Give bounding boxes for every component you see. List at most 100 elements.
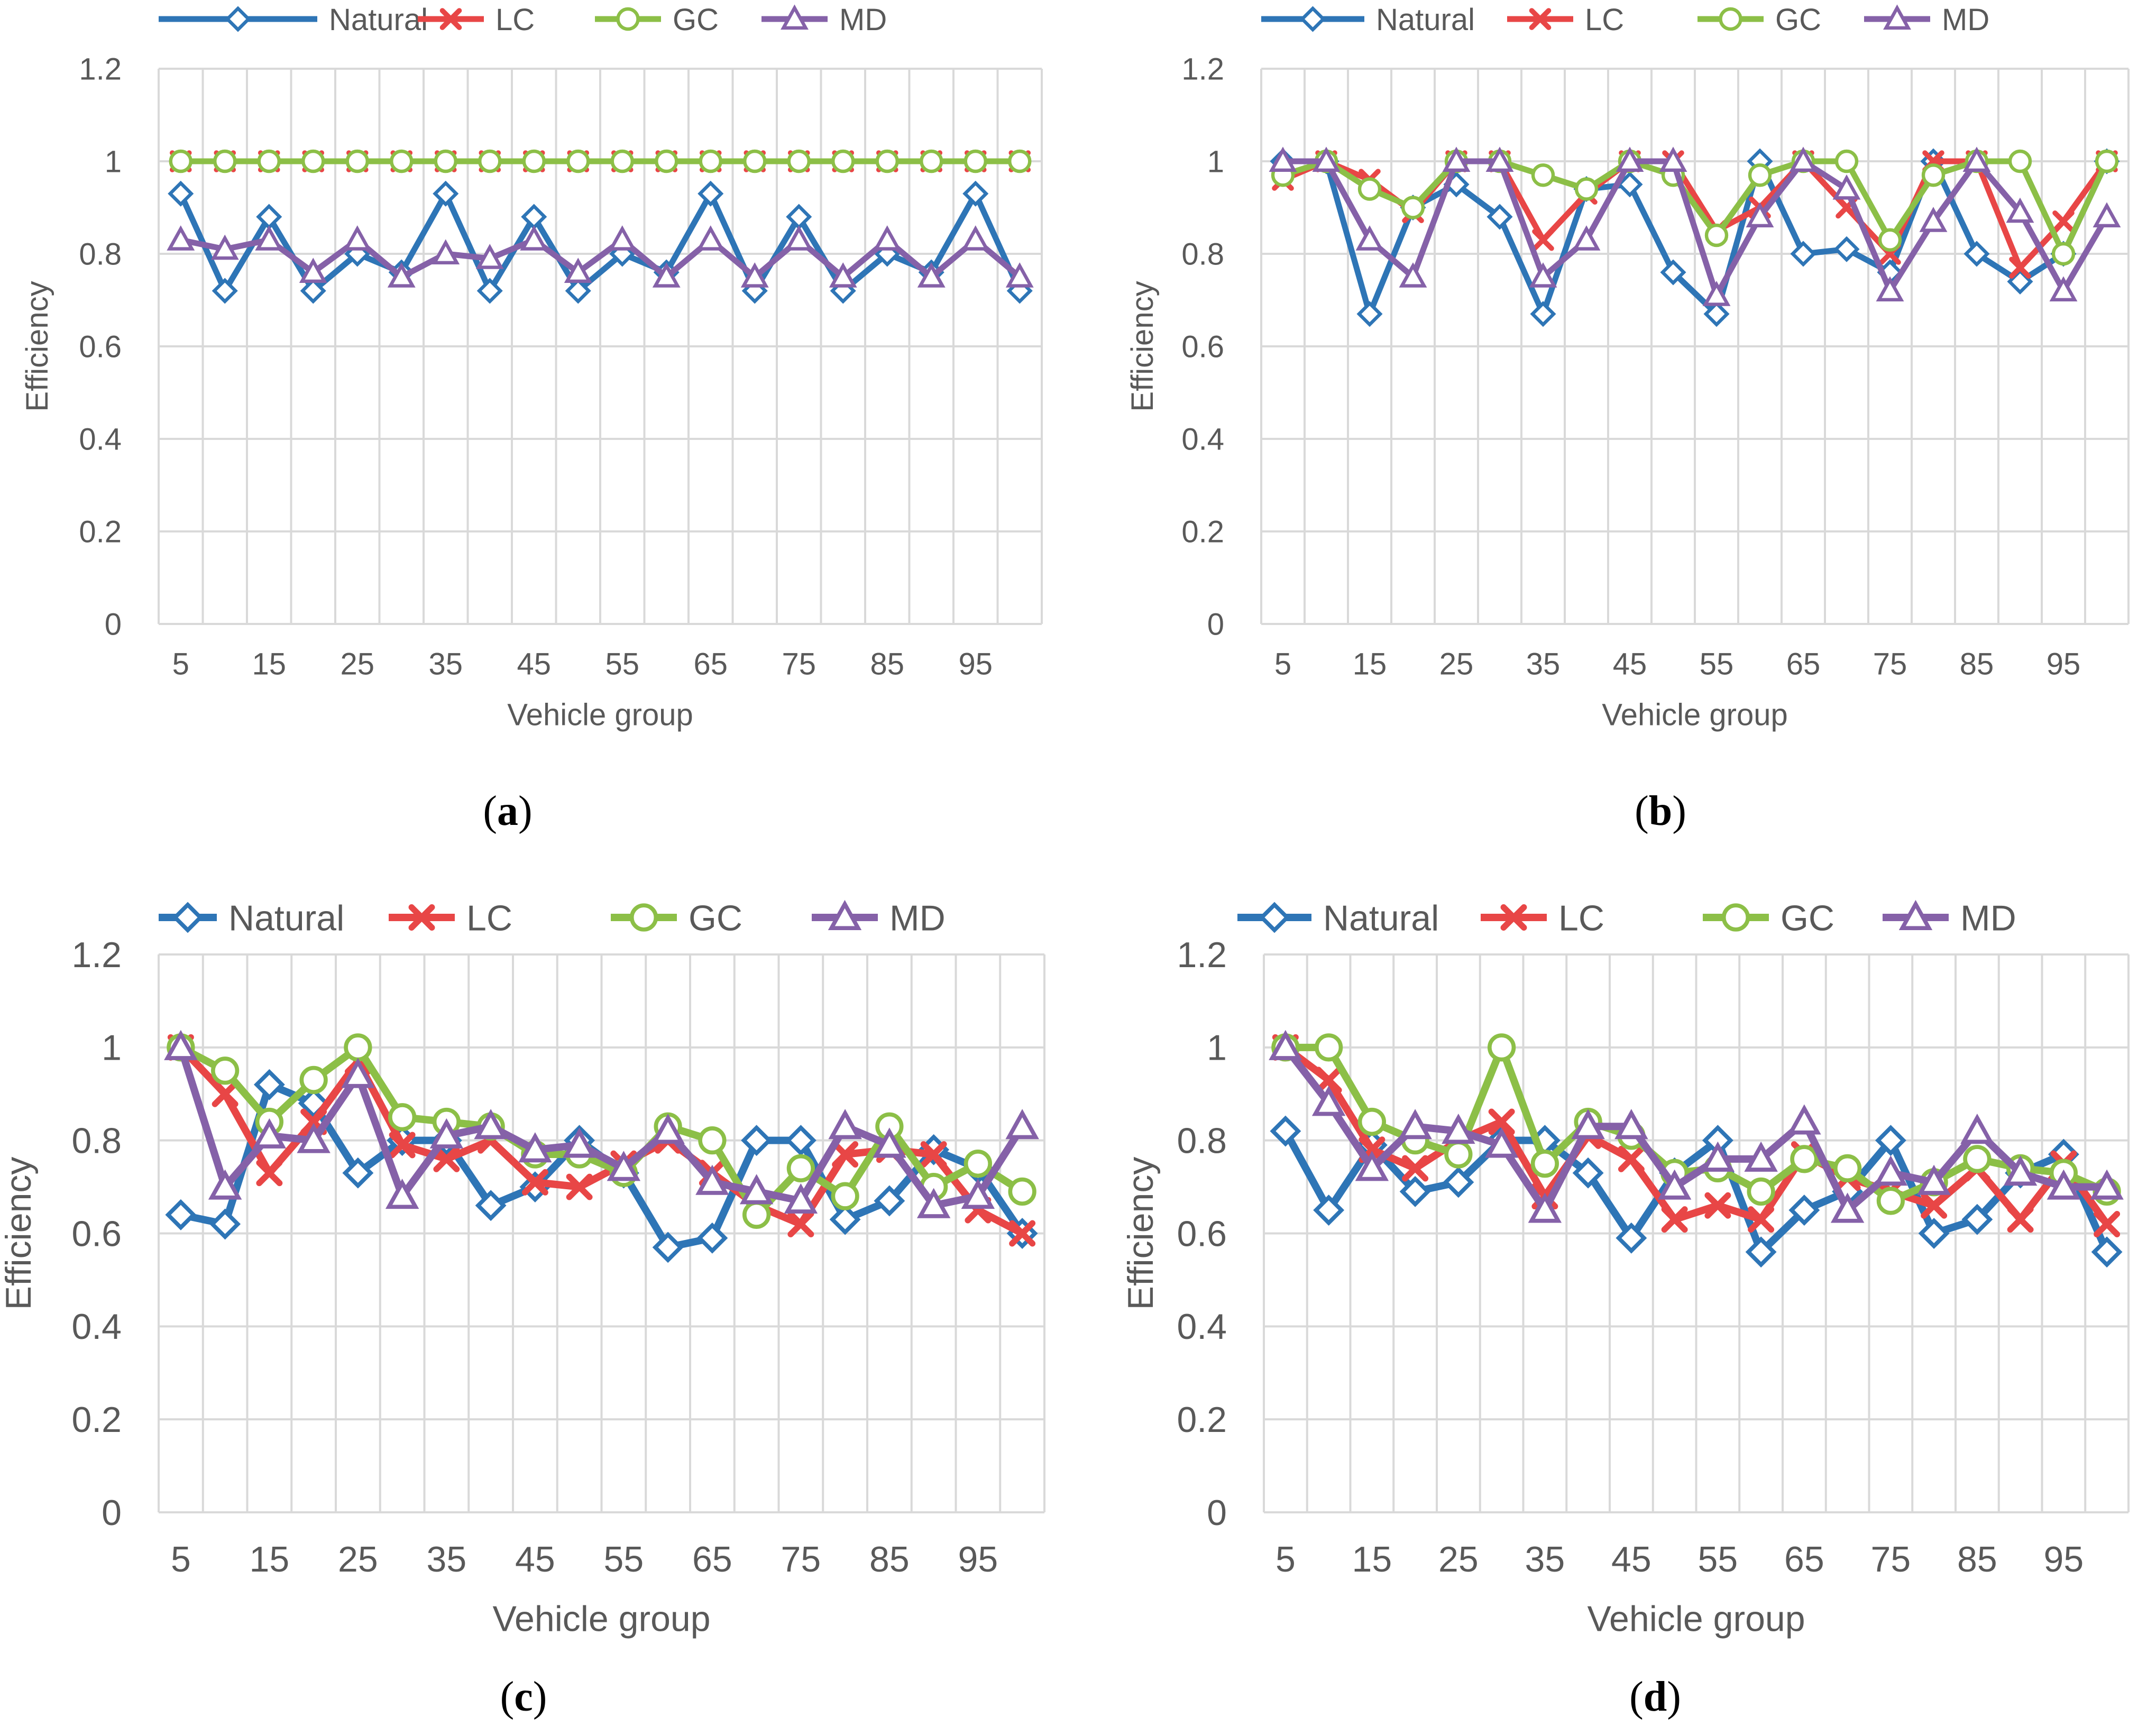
legend-marker bbox=[1529, 8, 1552, 30]
data-point-md bbox=[1399, 262, 1427, 288]
data-point-lc bbox=[1488, 1108, 1515, 1135]
data-point-gc bbox=[344, 1033, 372, 1062]
data-point-md bbox=[255, 225, 283, 251]
data-point-gc bbox=[1790, 1145, 1819, 1173]
data-point-lc bbox=[787, 1210, 814, 1237]
data-point-gc bbox=[345, 149, 369, 173]
x-tick-label: 5 bbox=[1276, 1539, 1296, 1579]
legend-item-md: MD bbox=[812, 898, 946, 938]
data-point-lc bbox=[1618, 1145, 1645, 1172]
x-tick-label: 85 bbox=[870, 647, 904, 682]
y-tick-label: 0.6 bbox=[79, 329, 122, 364]
data-point-md bbox=[740, 262, 769, 288]
data-point-gc bbox=[301, 149, 325, 173]
data-point-md bbox=[1746, 202, 1774, 227]
data-point-lc bbox=[1661, 1206, 1688, 1233]
legend-marker bbox=[616, 7, 640, 31]
data-point-lc bbox=[1009, 1220, 1036, 1247]
y-tick-label: 1.2 bbox=[1181, 52, 1224, 86]
y-tick-label: 1.2 bbox=[71, 935, 122, 975]
y-tick-label: 0.2 bbox=[1177, 1400, 1227, 1440]
legend-label: MD bbox=[839, 3, 887, 37]
data-point-natural bbox=[300, 278, 326, 304]
x-tick-label: 55 bbox=[1700, 647, 1734, 682]
x-tick-label: 25 bbox=[1438, 1539, 1479, 1579]
x-tick-label: 95 bbox=[2047, 647, 2081, 682]
data-point-natural bbox=[209, 1208, 241, 1240]
x-tick-label: 85 bbox=[1957, 1539, 1997, 1579]
data-point-md bbox=[1702, 281, 1731, 306]
data-point-gc bbox=[1876, 1187, 1905, 1215]
panel-label: (b) bbox=[1635, 788, 1686, 834]
legend-label: GC bbox=[689, 898, 742, 938]
data-point-natural bbox=[1399, 1175, 1431, 1207]
data-point-md bbox=[1485, 146, 1514, 172]
y-axis-title: Efficiency bbox=[1125, 281, 1160, 411]
data-point-natural bbox=[253, 1069, 285, 1100]
data-point-md bbox=[1005, 262, 1034, 288]
data-point-md bbox=[1311, 1086, 1346, 1116]
data-point-gc bbox=[964, 149, 987, 173]
data-point-md bbox=[695, 1164, 729, 1195]
data-point-md bbox=[1876, 276, 1904, 301]
data-point-lc bbox=[1748, 1206, 1775, 1233]
legend-item-md: MD bbox=[1864, 3, 1989, 37]
y-axis-title: Efficiency bbox=[0, 1157, 39, 1310]
x-tick-label: 85 bbox=[1960, 647, 1994, 682]
legend-label: GC bbox=[673, 3, 719, 37]
data-point-gc bbox=[478, 149, 502, 173]
data-point-md bbox=[1659, 146, 1687, 172]
y-tick-label: 1 bbox=[105, 144, 122, 179]
chart-panel-c: 0 0.2 0.4 0.6 0.8 1 1.2 5 15 25 35 45 55 65 75 85 95 Vehi… bbox=[0, 898, 1045, 1720]
data-point-gc bbox=[1357, 177, 1382, 201]
data-point-md bbox=[2093, 202, 2121, 227]
data-point-natural bbox=[1875, 1125, 1906, 1156]
y-tick-label: 0 bbox=[1207, 1493, 1227, 1533]
data-point-lc bbox=[1315, 1067, 1342, 1094]
data-point-gc bbox=[1833, 1154, 1862, 1183]
data-point-natural bbox=[1703, 301, 1730, 327]
data-point-md bbox=[1005, 1109, 1039, 1140]
legend-label: Natural bbox=[1323, 898, 1439, 938]
data-point-md bbox=[651, 1113, 685, 1144]
legend-marker bbox=[1721, 903, 1750, 932]
x-tick-label: 65 bbox=[1786, 647, 1821, 682]
data-point-lc bbox=[2007, 1206, 2034, 1233]
legend-marker bbox=[1719, 7, 1742, 31]
data-point-natural bbox=[1918, 1218, 1950, 1249]
data-point-md bbox=[1398, 1109, 1432, 1140]
y-tick-label: 0.2 bbox=[79, 515, 122, 549]
data-point-gc bbox=[213, 149, 237, 173]
data-point-lc bbox=[212, 1080, 238, 1107]
data-point-gc bbox=[698, 1126, 727, 1155]
data-point-md bbox=[608, 225, 637, 251]
data-point-gc bbox=[1008, 1177, 1036, 1206]
legend-marker bbox=[1299, 6, 1326, 32]
legend-label: GC bbox=[1781, 898, 1834, 938]
data-point-natural bbox=[212, 278, 238, 304]
data-point-gc bbox=[1834, 149, 1859, 173]
data-point-gc bbox=[1878, 228, 1902, 252]
series-line bbox=[178, 190, 1023, 294]
data-point-gc bbox=[388, 1103, 417, 1132]
legend-label: LC bbox=[495, 3, 535, 37]
panel-label: (d) bbox=[1629, 1674, 1681, 1720]
data-point-md bbox=[387, 262, 416, 288]
x-tick-label: 75 bbox=[1873, 647, 1907, 682]
legend: Natural LC GC MD bbox=[159, 898, 946, 938]
data-point-md bbox=[785, 225, 813, 251]
data-point-md bbox=[1874, 1155, 1908, 1186]
chart-panel-d: 0 0.2 0.4 0.6 0.8 1 1.2 5 15 25 35 45 55 65 75 85 95 Vehi… bbox=[1121, 898, 2130, 1720]
data-point-md bbox=[1657, 1169, 1692, 1200]
x-tick-label: 45 bbox=[1611, 1539, 1651, 1579]
legend-item-gc: GC bbox=[1697, 3, 1821, 37]
data-point-gc bbox=[1401, 196, 1425, 219]
data-point-natural bbox=[652, 1232, 684, 1263]
legend-marker bbox=[1259, 902, 1290, 933]
data-point-natural bbox=[476, 278, 503, 304]
x-tick-label: 5 bbox=[171, 1539, 191, 1579]
x-tick-label: 45 bbox=[1613, 647, 1647, 682]
data-point-md bbox=[520, 225, 548, 251]
data-point-natural bbox=[1486, 204, 1513, 230]
data-point-md bbox=[1744, 1141, 1778, 1172]
